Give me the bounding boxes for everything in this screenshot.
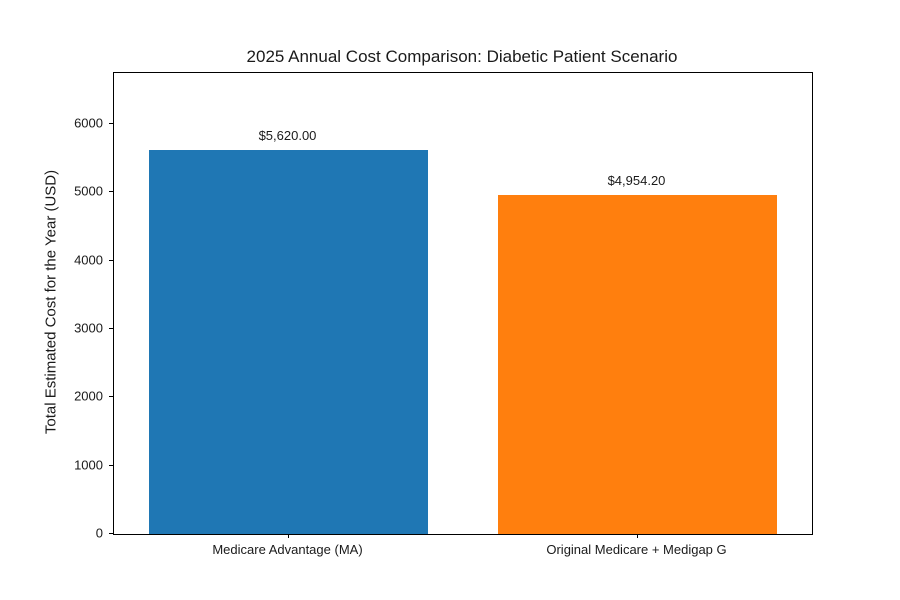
y-tick-label-6: 6000 bbox=[74, 115, 103, 131]
y-tick-mark-0 bbox=[109, 533, 113, 534]
y-tick-label-0: 0 bbox=[95, 525, 103, 541]
y-tick-mark-5 bbox=[109, 191, 113, 192]
y-tick-label-5: 5000 bbox=[74, 183, 103, 199]
plot-area bbox=[113, 72, 813, 535]
bar-0 bbox=[149, 150, 428, 534]
y-tick-mark-3 bbox=[109, 328, 113, 329]
y-tick-label-3: 3000 bbox=[74, 320, 103, 336]
y-tick-label-2: 2000 bbox=[74, 388, 103, 404]
y-tick-mark-4 bbox=[109, 260, 113, 261]
bar-value-label-0: $5,620.00 bbox=[258, 128, 317, 143]
y-tick-label-4: 4000 bbox=[74, 252, 103, 268]
x-tick-label-1: Original Medicare + Medigap G bbox=[546, 542, 727, 557]
y-tick-label-1: 1000 bbox=[74, 457, 103, 473]
x-tick-label-0: Medicare Advantage (MA) bbox=[212, 542, 363, 557]
chart-title: 2025 Annual Cost Comparison: Diabetic Pa… bbox=[246, 47, 678, 66]
y-tick-mark-1 bbox=[109, 465, 113, 466]
bar-1 bbox=[498, 195, 777, 534]
y-tick-mark-6 bbox=[109, 123, 113, 124]
x-tick-mark-0 bbox=[288, 534, 289, 538]
y-tick-mark-2 bbox=[109, 396, 113, 397]
x-tick-mark-1 bbox=[637, 534, 638, 538]
bar-value-label-1: $4,954.20 bbox=[607, 173, 666, 188]
